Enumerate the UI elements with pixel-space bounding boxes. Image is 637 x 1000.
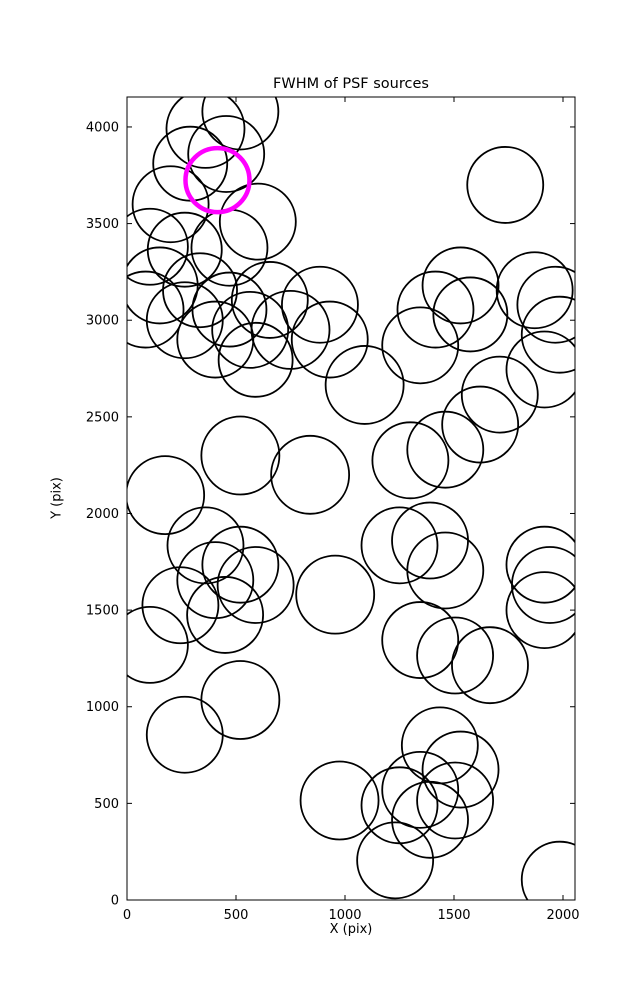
y-tick-label: 1000: [86, 700, 119, 715]
psf-source-circle: [127, 270, 185, 349]
psf-source-circle: [421, 246, 500, 325]
psf-source-circle: [505, 330, 575, 409]
psf-source-circle: [230, 261, 309, 339]
x-tick-label: 1500: [437, 908, 470, 923]
y-tick-label: 1500: [86, 604, 119, 619]
psf-source-circle: [451, 626, 529, 705]
psf-source-circle: [406, 410, 485, 489]
y-tick-label: 500: [94, 797, 119, 812]
psf-source-circle: [187, 115, 266, 193]
psf-source-circle: [216, 546, 295, 624]
psf-source-circle: [127, 246, 199, 325]
psf-source-circle: [505, 571, 575, 649]
psf-source-circle: [145, 281, 224, 360]
psf-source-circle: [299, 760, 380, 841]
psf-source-circle: [396, 270, 475, 349]
psf-source-circle: [406, 531, 485, 610]
psf-source-circle: [131, 165, 210, 244]
x-tick-label: 0: [123, 908, 131, 923]
psf-source-circle: [516, 265, 575, 344]
psf-source-circle: [520, 840, 575, 900]
y-tick-label: 3000: [86, 314, 119, 329]
psf-source-circle: [495, 251, 574, 330]
plot-title: FWHM of PSF sources: [273, 76, 429, 92]
psf-source-circle: [381, 601, 460, 679]
y-axis-label: Y (pix): [49, 477, 65, 519]
psf-source-circle: [421, 730, 500, 809]
psf-source-circle: [360, 506, 439, 585]
psf-source-circle: [511, 546, 575, 624]
psf-source-circle: [505, 525, 575, 604]
psf-source-circle: [520, 295, 575, 374]
psf-source-circle: [381, 306, 460, 385]
psf-source-circle: [165, 97, 246, 169]
psf-source-circle: [162, 252, 238, 329]
psf-source-circle: [200, 415, 281, 496]
psf-source-circle: [166, 506, 245, 585]
y-tick-label: 3500: [86, 217, 119, 232]
psf-source-circle: [145, 695, 224, 774]
psf-source-circle: [176, 541, 255, 620]
psf-source-circle: [141, 566, 220, 645]
psf-source-circle: [381, 750, 460, 829]
psf-sources-layer: [127, 97, 575, 900]
psf-source-circle: [270, 434, 351, 515]
psf-source-circle: [432, 276, 509, 353]
axes-spines: [126, 96, 576, 901]
x-axis-label: X (pix): [329, 922, 373, 937]
psf-source-circle: [416, 616, 494, 695]
x-tick-label: 500: [224, 908, 249, 923]
psf-source-circle: [281, 265, 359, 344]
y-tick-label: 2000: [86, 507, 119, 522]
psf-source-circle: [290, 300, 369, 379]
psf-source-circle: [356, 821, 435, 900]
psf-source-circle: [460, 355, 539, 434]
x-tick-label: 1000: [328, 908, 361, 923]
psf-source-circle: [466, 146, 545, 224]
psf-source-circle: [217, 321, 294, 398]
psf-source-circle: [127, 606, 189, 684]
psf-source-circle: [324, 345, 405, 425]
psf-source-circle: [295, 554, 376, 635]
psf-source-circle: [250, 289, 331, 370]
y-tick-label: 4000: [86, 120, 119, 135]
psf-source-circle: [211, 290, 290, 369]
psf-source-circle: [201, 97, 280, 151]
x-tick-label: 2000: [546, 908, 579, 923]
psf-source-circle: [441, 385, 520, 464]
psf-source-circle: [186, 576, 265, 654]
y-tick-label: 2500: [86, 410, 119, 425]
psf-source-circle: [371, 421, 450, 500]
psf-source-circle: [127, 207, 189, 286]
axes-background: [127, 97, 575, 900]
y-tick-label: 0: [111, 894, 119, 909]
psf-source-circle: [201, 525, 280, 604]
psf-source-circle: [127, 455, 206, 536]
psf-source-circle: [416, 761, 494, 840]
highlighted-psf-circle: [183, 145, 252, 215]
psf-source-circle: [218, 182, 297, 261]
psf-source-circle: [391, 780, 469, 859]
